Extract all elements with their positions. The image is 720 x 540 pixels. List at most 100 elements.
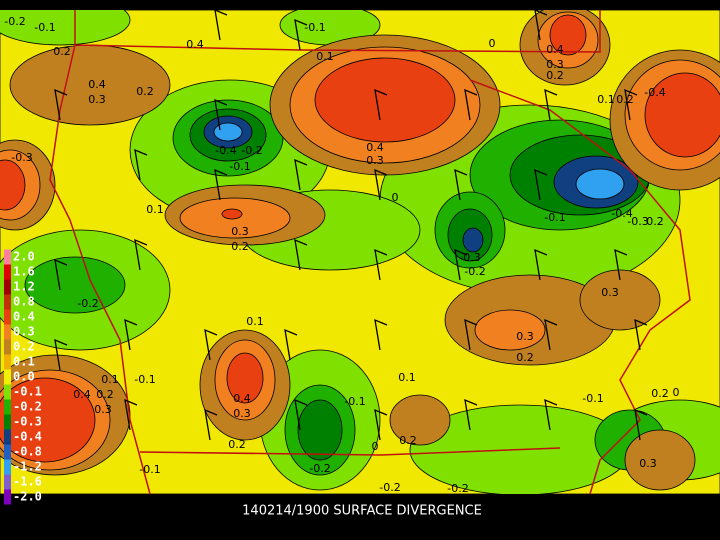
contour-label: -0.2 — [464, 265, 485, 278]
wind-barb — [214, 98, 228, 131]
wind-barb — [454, 248, 468, 281]
contour-label: -0.2 — [309, 462, 330, 475]
legend-swatch — [4, 294, 11, 310]
contour-label: 0.4 — [546, 43, 564, 56]
contour-label: 0.3 — [233, 407, 251, 420]
wind-barb — [464, 88, 478, 121]
wind-barb — [614, 248, 628, 281]
legend-swatch — [4, 429, 11, 445]
contour-label: 0.2 — [228, 438, 246, 451]
wind-barb — [54, 338, 68, 371]
contour-label: 0 — [489, 37, 496, 50]
contour-label: 0.2 — [399, 434, 417, 447]
contour-label: 0.2 — [651, 387, 669, 400]
contour-label: -0.1 — [229, 160, 250, 173]
wind-barb — [634, 318, 648, 351]
legend-label: -0.8 — [13, 445, 42, 459]
contour-label: 0.2 — [546, 69, 564, 82]
legend-label: -1.2 — [13, 460, 42, 474]
legend-label: -0.1 — [13, 385, 42, 399]
contour-label: 0.1 — [146, 203, 164, 216]
wind-barb — [374, 318, 388, 351]
contour-label: 0.3 — [601, 286, 619, 299]
legend-swatch — [4, 369, 11, 385]
legend-label: 0.4 — [13, 310, 35, 324]
legend-swatch — [4, 279, 11, 295]
contour-label: -0.4 — [215, 144, 236, 157]
wind-barbs — [54, 8, 648, 441]
contour-label: 0.3 — [546, 58, 564, 71]
contour-label: 0.1 — [246, 315, 264, 328]
contour-label: -0.2 — [447, 482, 468, 495]
legend-label: 0.3 — [13, 325, 35, 339]
legend-label: 2.0 — [13, 250, 35, 264]
contour-label: -0.1 — [34, 21, 55, 34]
legend-label: 0.8 — [13, 295, 35, 309]
wind-barb — [124, 318, 138, 351]
contour-label: -0.3 — [11, 151, 32, 164]
contour-label: 0.4 — [186, 38, 204, 51]
legend-swatch — [4, 324, 11, 340]
contour-label: -0.1 — [134, 373, 155, 386]
wind-barb — [464, 398, 478, 431]
legend-swatch — [4, 384, 11, 400]
contour-label: 0.4 — [73, 388, 91, 401]
contour-label: 0.2 — [516, 351, 534, 364]
contour-label: -0.2 — [77, 297, 98, 310]
legend-swatch — [4, 459, 11, 475]
wind-barb — [124, 398, 138, 431]
divergence-field — [0, 10, 720, 494]
contour-label: -0.2 — [241, 144, 262, 157]
contour-label: -0.1 — [544, 211, 565, 224]
contour-label: -0.1 — [139, 463, 160, 476]
contour-label: 0.3 — [94, 403, 112, 416]
contour-label: 0.2 — [616, 93, 634, 106]
legend-swatch — [4, 354, 11, 370]
wind-barb — [214, 8, 228, 41]
contour-label: 0.2 — [53, 45, 71, 58]
legend-label: 1.2 — [13, 280, 35, 294]
contour-labels: -0.2 -0.10.20.4-0.10.10 0.40.30.20.1 0.2-0.… — [4, 15, 679, 495]
contour-label: 0.3 — [639, 457, 657, 470]
wind-barb — [464, 318, 478, 351]
wind-barb — [294, 158, 308, 191]
contour-label: -0.3 — [627, 215, 648, 228]
wind-barb — [134, 238, 148, 271]
contour-label: 0.4 — [366, 141, 384, 154]
contour-label: 0.2 — [646, 215, 664, 228]
legend-label: -0.4 — [13, 430, 42, 444]
legend-swatch — [4, 264, 11, 280]
wind-barb — [214, 168, 228, 201]
legend-swatch — [4, 309, 11, 325]
legend-swatch — [4, 444, 11, 460]
wind-barb — [634, 408, 648, 441]
wind-barb — [624, 88, 638, 121]
legend-label: 1.6 — [13, 265, 35, 279]
contour-label: 0.1 — [597, 93, 615, 106]
contour-label: -0.4 — [611, 207, 632, 220]
contour-label: 0.3 — [231, 225, 249, 238]
wind-barb — [374, 88, 388, 121]
contour-label: 0.4 — [233, 392, 251, 405]
legend-label: 0.2 — [13, 340, 35, 354]
legend-label: 0.0 — [13, 370, 35, 384]
contour-label: 0 — [372, 440, 379, 453]
legend-label: -2.0 — [13, 490, 42, 504]
legend-swatch — [4, 249, 11, 265]
legend-label: -0.2 — [13, 400, 42, 414]
wind-barb — [294, 18, 308, 51]
map-caption: 140214/1900 SURFACE DIVERGENCE — [242, 504, 482, 519]
legend-swatch — [4, 339, 11, 355]
wind-barb — [544, 88, 558, 121]
wind-barb — [534, 8, 548, 41]
contour-label: -0.1 — [304, 21, 325, 34]
contour-label: 0.2 — [96, 388, 114, 401]
wind-barb — [454, 168, 468, 201]
contour-label: 0.4 — [88, 78, 106, 91]
wind-barb — [204, 328, 218, 361]
wind-barb — [534, 168, 548, 201]
contour-label: 0.1 — [316, 50, 334, 63]
contour-label: 0.3 — [366, 154, 384, 167]
legend-swatch — [4, 399, 11, 415]
